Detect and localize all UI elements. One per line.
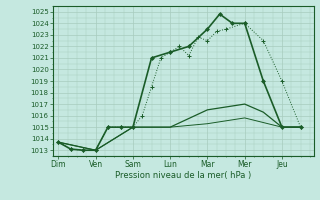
- X-axis label: Pression niveau de la mer( hPa ): Pression niveau de la mer( hPa ): [115, 171, 251, 180]
